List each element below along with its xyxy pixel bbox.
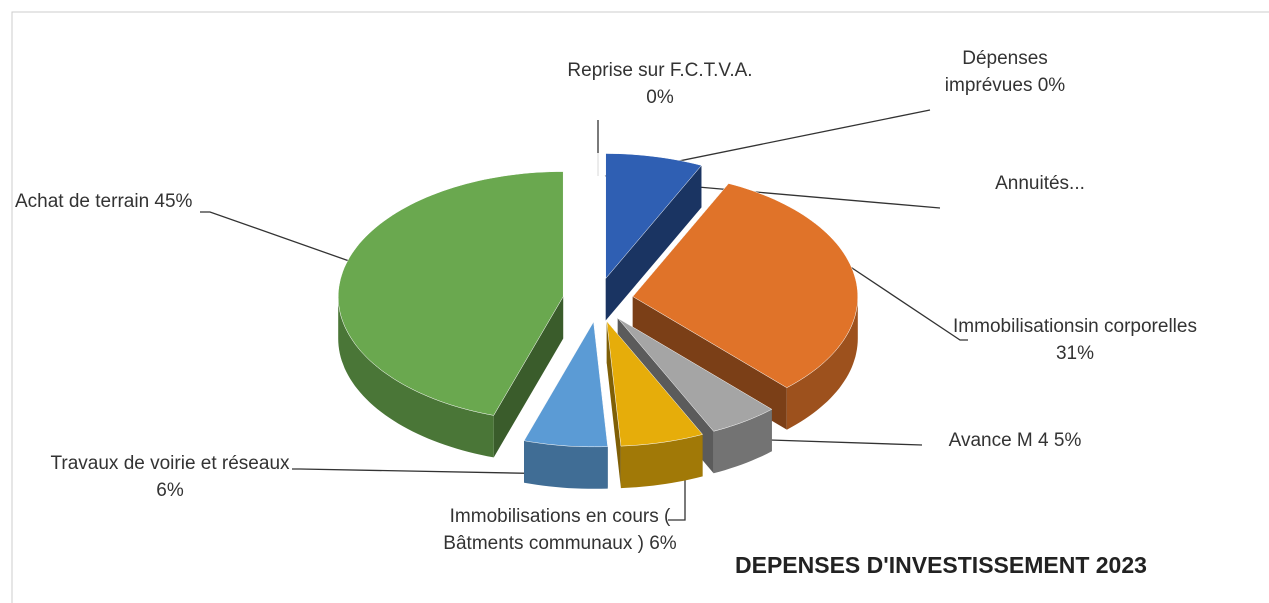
value-label: 45%	[154, 191, 193, 212]
data-label: Immobilisations en cours ( Bâtments comm…	[430, 503, 690, 557]
category-label: Avance M 4	[948, 430, 1049, 451]
pie	[337, 153, 859, 489]
data-label: Immobilisationsin corporelles 31%	[950, 313, 1200, 367]
data-label: Travaux de voirie et réseaux 6%	[40, 450, 300, 504]
value-label: 5%	[1053, 430, 1082, 451]
frame	[11, 11, 1269, 603]
slice-side	[786, 296, 858, 430]
slice-wall	[606, 321, 621, 489]
value-label: 31%	[1055, 343, 1095, 364]
slice	[605, 153, 702, 280]
category-label: Immobilisations en cours ( Bâtments comm…	[443, 506, 671, 554]
slice-wall	[493, 296, 564, 458]
category-label: Dépenses imprévues	[944, 48, 1048, 96]
data-label: Achat de terrain 45%	[15, 188, 215, 215]
category-label: Reprise sur F.C.T.V.A.	[567, 60, 753, 81]
data-label: Avance M 4 5%	[915, 427, 1115, 454]
chart-title: DEPENSES D'INVESTISSEMENT 2023	[735, 552, 1147, 578]
slice	[617, 317, 773, 432]
category-label: Annuités...	[995, 173, 1085, 194]
value-label: 0%	[1037, 75, 1066, 96]
slice-side	[620, 434, 703, 489]
slice-side	[338, 296, 494, 458]
slice-side	[713, 409, 772, 474]
data-label: Annuités...	[960, 170, 1120, 197]
slice-side	[524, 440, 608, 489]
category-label: Travaux de voirie et réseaux	[50, 453, 290, 474]
data-label: Dépenses imprévues 0%	[930, 45, 1080, 99]
slice	[632, 183, 859, 388]
category-label: Achat de terrain	[15, 191, 150, 212]
slice	[337, 171, 564, 416]
value-label: 6%	[649, 533, 677, 554]
category-label: Immobilisationsin corporelles	[953, 316, 1197, 337]
value-label: 0%	[646, 87, 674, 108]
slice	[523, 321, 608, 448]
slice	[606, 320, 704, 447]
slice-wall	[605, 165, 702, 321]
value-label: 6%	[156, 480, 184, 501]
data-label: Reprise sur F.C.T.V.A. 0%	[560, 57, 760, 111]
